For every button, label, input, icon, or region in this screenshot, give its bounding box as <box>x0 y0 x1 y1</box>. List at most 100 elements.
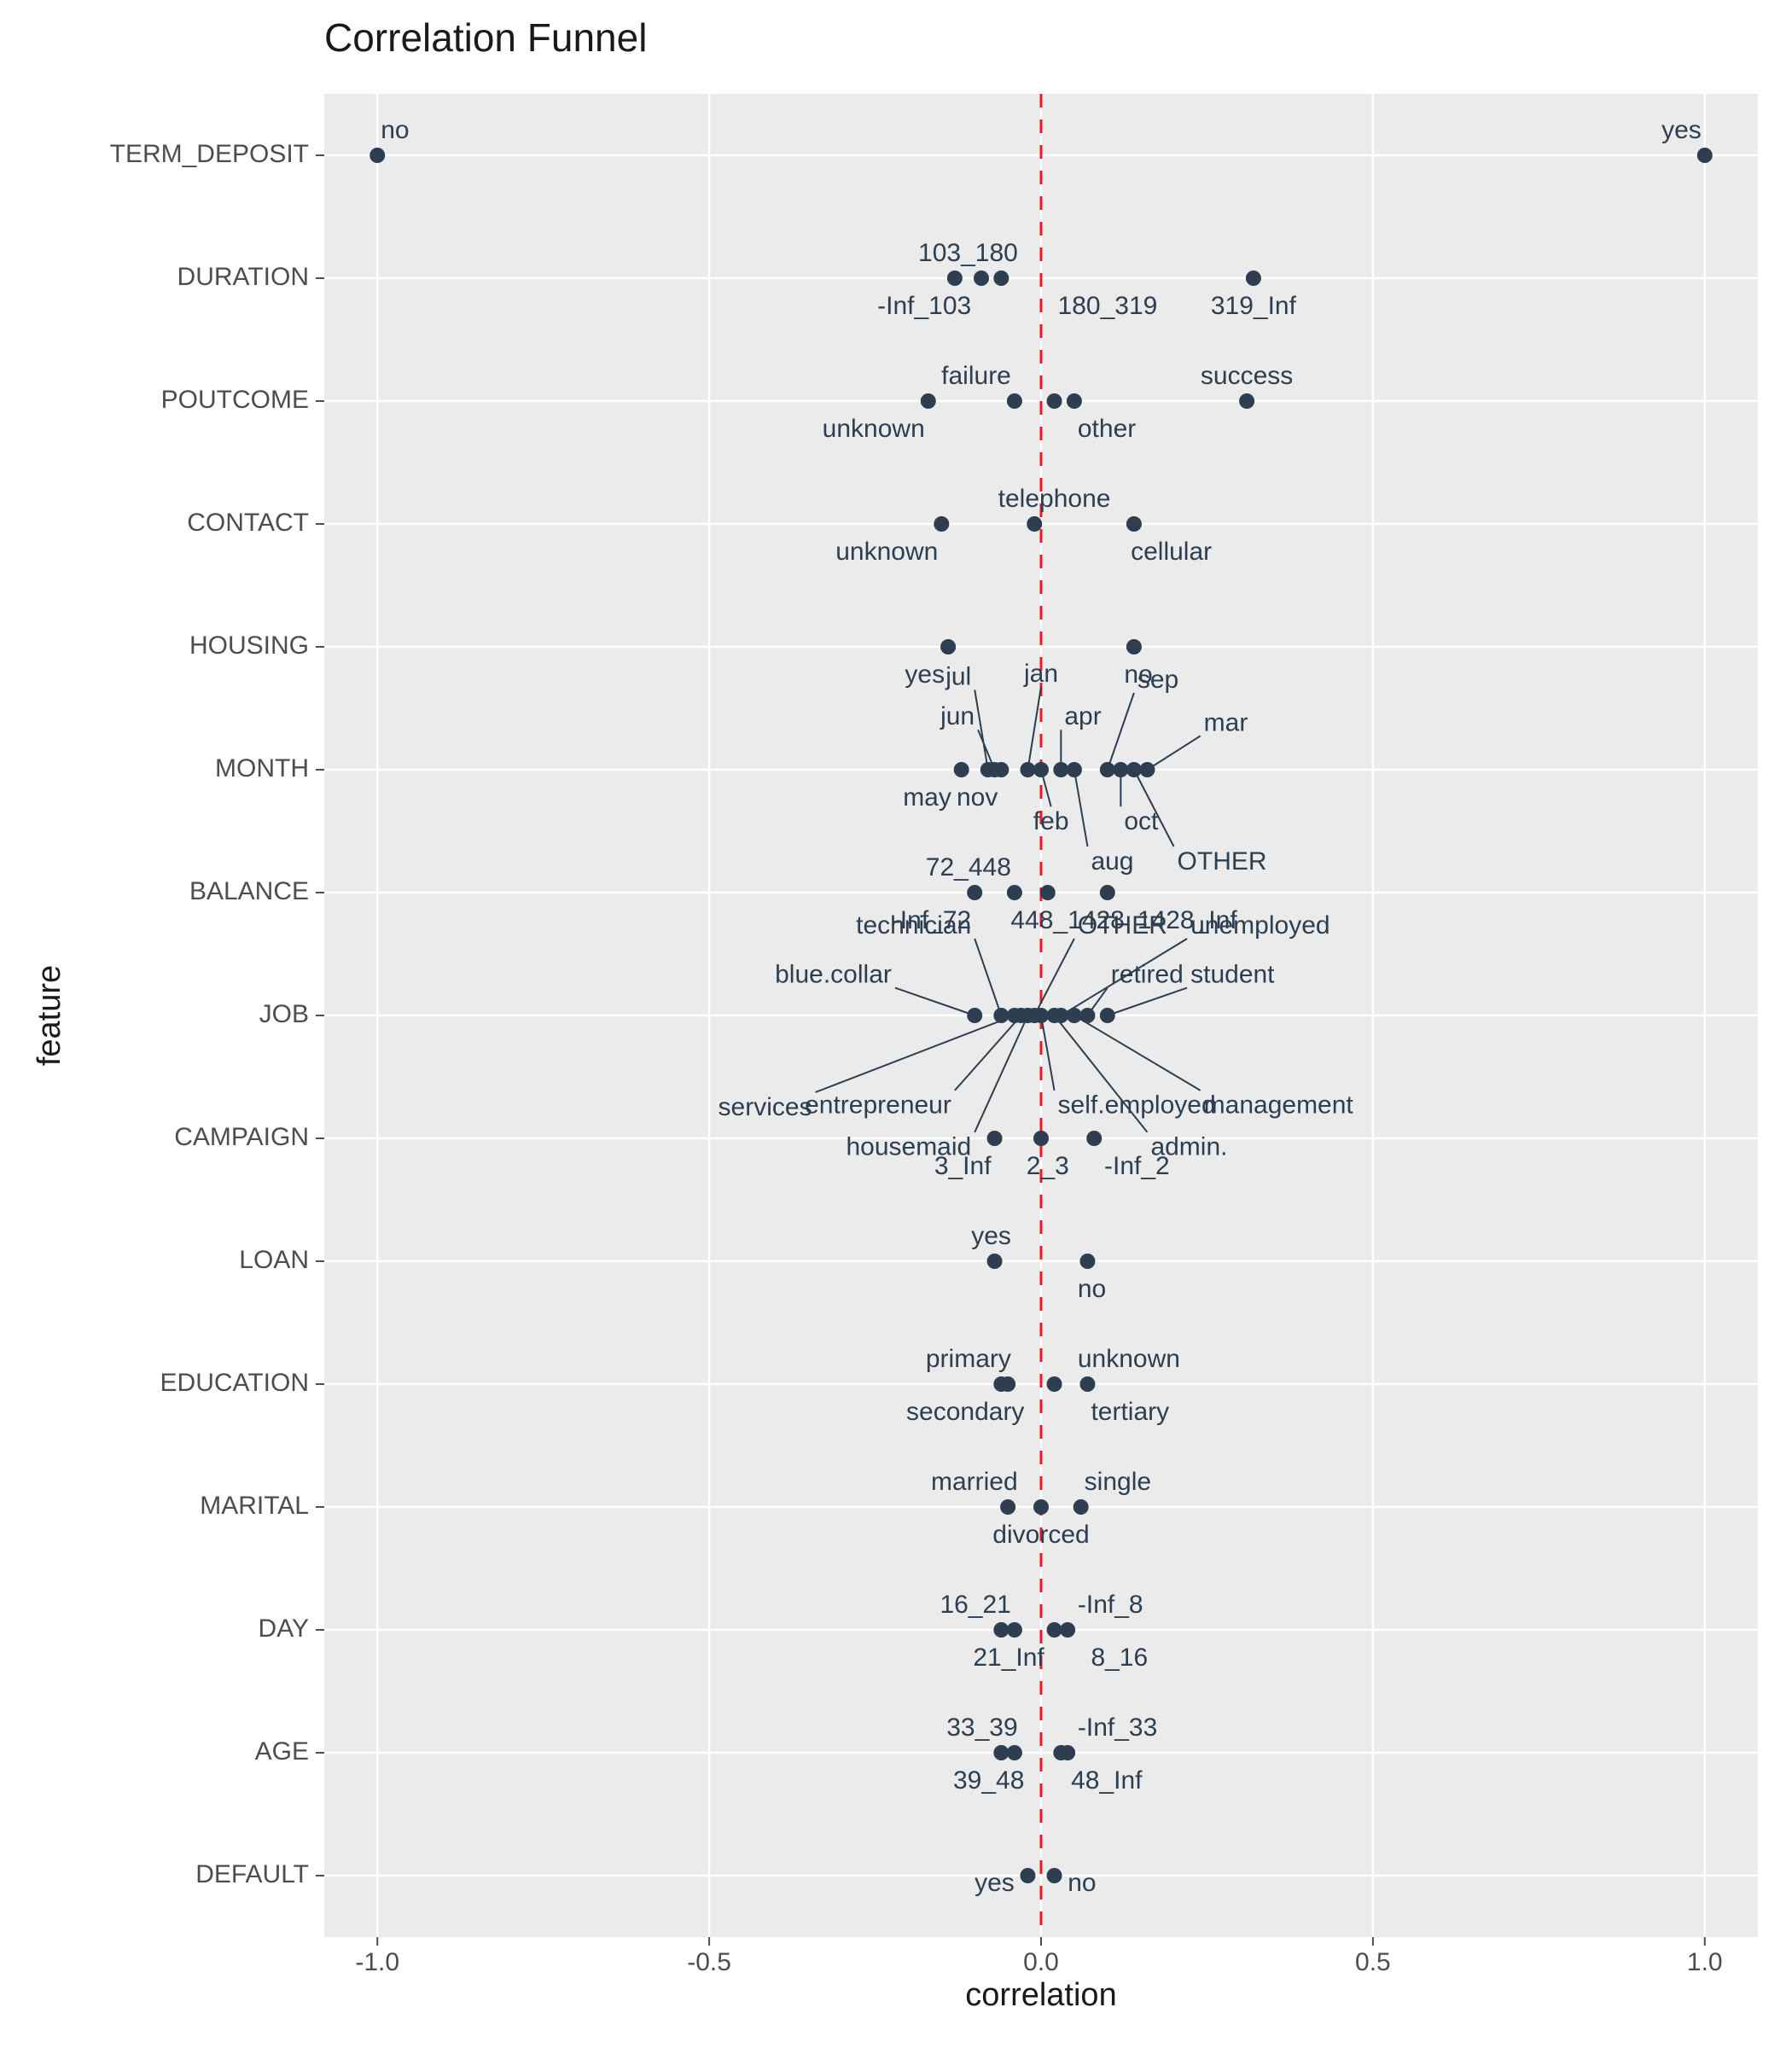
data-point <box>1067 1008 1082 1023</box>
data-point <box>1067 762 1082 777</box>
point-label: jun <box>940 702 975 730</box>
point-label: retired <box>1111 961 1184 989</box>
chart-svg: -1.0-0.50.00.51.0TERM_DEPOSITDURATIONPOU… <box>0 0 1792 2048</box>
correlation-funnel-chart: -1.0-0.50.00.51.0TERM_DEPOSITDURATIONPOU… <box>0 0 1792 2048</box>
data-point <box>1007 1745 1022 1760</box>
point-label: jan <box>1023 660 1058 688</box>
data-point <box>1007 393 1022 409</box>
data-point <box>1047 1376 1062 1392</box>
data-point <box>1060 1745 1075 1760</box>
data-point <box>1053 1008 1068 1023</box>
point-label: unknown <box>835 538 938 566</box>
data-point <box>947 271 963 286</box>
data-point <box>1047 393 1062 409</box>
point-label: may <box>903 783 951 812</box>
point-label: -Inf_33 <box>1078 1713 1157 1742</box>
data-point <box>1033 1499 1049 1515</box>
data-point <box>987 1131 1003 1146</box>
y-tick-label: TERM_DEPOSIT <box>110 140 309 168</box>
point-label: cellular <box>1131 538 1212 566</box>
data-point <box>1027 516 1042 532</box>
data-point <box>1100 762 1115 777</box>
point-label: unemployed <box>1190 911 1329 940</box>
point-label: feb <box>1033 807 1069 835</box>
data-point <box>1047 1868 1062 1883</box>
point-label: other <box>1078 415 1136 443</box>
x-tick-label: -1.0 <box>355 1948 399 1976</box>
y-tick-label: DEFAULT <box>195 1860 309 1888</box>
data-point <box>1033 1131 1049 1146</box>
point-label: tertiary <box>1091 1398 1169 1426</box>
data-point <box>1126 516 1142 532</box>
point-label: 319_Inf <box>1211 292 1297 320</box>
point-label: OTHER <box>1178 847 1267 876</box>
data-point <box>1126 639 1142 655</box>
y-tick-label: MONTH <box>215 754 309 783</box>
data-point <box>1086 1131 1102 1146</box>
data-point <box>934 516 949 532</box>
y-tick-label: DAY <box>259 1615 309 1643</box>
point-label: divorced <box>992 1521 1089 1549</box>
y-tick-label: POUTCOME <box>161 386 309 414</box>
point-label: -Inf_2 <box>1104 1152 1170 1180</box>
point-label: blue.collar <box>775 961 892 989</box>
point-label: OTHER <box>1078 911 1167 940</box>
point-label: -Inf_8 <box>1078 1591 1143 1619</box>
point-label: yes <box>1661 116 1702 144</box>
y-tick-label: EDUCATION <box>160 1369 309 1397</box>
data-point <box>974 271 989 286</box>
point-label: 8_16 <box>1091 1644 1148 1672</box>
point-label: sep <box>1137 666 1178 694</box>
data-point <box>921 393 936 409</box>
point-label: jul <box>945 662 971 690</box>
y-tick-label: BALANCE <box>189 877 309 905</box>
data-point <box>369 148 385 163</box>
point-label: telephone <box>998 485 1111 513</box>
point-label: 16_21 <box>940 1591 1010 1619</box>
data-point <box>1113 762 1128 777</box>
data-point <box>987 1254 1003 1269</box>
data-point <box>1073 1499 1089 1515</box>
data-point <box>1053 762 1068 777</box>
data-point <box>967 1008 982 1023</box>
point-label: aug <box>1091 847 1133 876</box>
point-label: unknown <box>1078 1345 1180 1373</box>
data-point <box>967 885 982 900</box>
point-label: no <box>1078 1275 1106 1303</box>
data-point <box>1079 1376 1095 1392</box>
point-label: 2_3 <box>1027 1152 1069 1180</box>
data-point <box>993 1745 1009 1760</box>
point-label: no <box>1068 1869 1096 1897</box>
data-point <box>993 1622 1009 1638</box>
data-point <box>1126 762 1142 777</box>
data-point <box>1047 1622 1062 1638</box>
data-point <box>940 639 956 655</box>
point-label: technician <box>856 911 971 940</box>
data-point <box>1067 393 1082 409</box>
point-label: failure <box>941 362 1011 390</box>
point-label: 3_Inf <box>934 1152 992 1180</box>
point-label: no <box>381 116 409 144</box>
point-label: nov <box>957 783 998 812</box>
x-tick-label: -0.5 <box>687 1948 731 1976</box>
point-label: yes <box>971 1222 1011 1250</box>
y-tick-label: CONTACT <box>187 509 309 537</box>
data-point <box>993 271 1009 286</box>
point-label: 21_Inf <box>973 1644 1044 1672</box>
point-label: 72_448 <box>926 853 1011 881</box>
x-tick-label: 1.0 <box>1687 1948 1723 1976</box>
data-point <box>1007 1622 1022 1638</box>
y-tick-label: CAMPAIGN <box>174 1123 309 1151</box>
point-label: 39_48 <box>953 1766 1024 1795</box>
data-point <box>1100 885 1115 900</box>
y-tick-label: AGE <box>255 1737 309 1766</box>
data-point <box>1697 148 1713 163</box>
point-label: 48_Inf <box>1071 1766 1143 1795</box>
point-label: -Inf_103 <box>877 292 971 320</box>
data-point <box>993 1008 1009 1023</box>
point-label: mar <box>1204 708 1248 736</box>
data-point <box>1239 393 1254 409</box>
point-label: self.employed <box>1058 1091 1216 1120</box>
x-tick-label: 0.5 <box>1355 1948 1391 1976</box>
y-tick-label: LOAN <box>239 1246 309 1274</box>
